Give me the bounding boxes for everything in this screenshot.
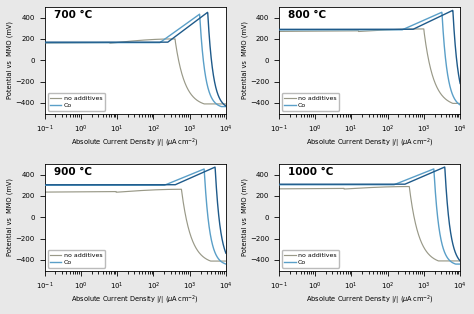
Text: 900 °C: 900 °C xyxy=(54,167,91,177)
Text: 1000 °C: 1000 °C xyxy=(288,167,333,177)
Y-axis label: Potential vs  MMO (mV): Potential vs MMO (mV) xyxy=(241,21,248,99)
X-axis label: Absolute Current Density |$j$| ($\mu$A$\,$cm$^{-2}$): Absolute Current Density |$j$| ($\mu$A$\… xyxy=(306,294,433,307)
Text: 700 °C: 700 °C xyxy=(54,10,92,20)
X-axis label: Absolute Current Density |$j$| ($\mu$A$\,$cm$^{-2}$): Absolute Current Density |$j$| ($\mu$A$\… xyxy=(72,294,199,307)
Legend: no additives, Co: no additives, Co xyxy=(282,93,339,111)
Text: 800 °C: 800 °C xyxy=(288,10,326,20)
Y-axis label: Potential vs  MMO (mV): Potential vs MMO (mV) xyxy=(7,21,13,99)
Legend: no additives, Co: no additives, Co xyxy=(47,93,105,111)
Y-axis label: Potential vs  MMO (mV): Potential vs MMO (mV) xyxy=(7,178,13,256)
X-axis label: Absolute Current Density |$j$| ($\mu$A$\,$cm$^{-2}$): Absolute Current Density |$j$| ($\mu$A$\… xyxy=(306,137,433,150)
Legend: no additives, Co: no additives, Co xyxy=(282,250,339,268)
X-axis label: Absolute Current Density |$j$| ($\mu$A$\,$cm$^{-2}$): Absolute Current Density |$j$| ($\mu$A$\… xyxy=(72,137,199,150)
Legend: no additives, Co: no additives, Co xyxy=(47,250,105,268)
Y-axis label: Potential vs  MMO (mV): Potential vs MMO (mV) xyxy=(241,178,248,256)
